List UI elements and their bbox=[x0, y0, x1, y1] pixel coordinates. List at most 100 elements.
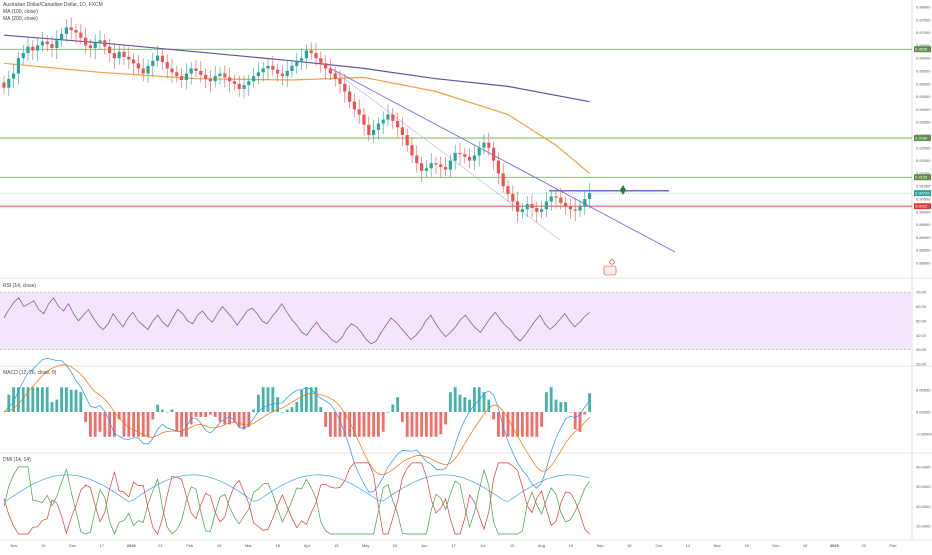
candle-body bbox=[84, 37, 88, 46]
macd-histogram-bar bbox=[396, 397, 399, 412]
ma200-line bbox=[3, 34, 590, 103]
time-tick-label: 2019 bbox=[127, 543, 137, 548]
price-tick-label: 0.88500 bbox=[916, 248, 931, 253]
price-level-tag bbox=[914, 46, 931, 53]
candle-body bbox=[573, 209, 577, 211]
macd-histogram-bar bbox=[127, 412, 131, 437]
candle-body bbox=[280, 73, 284, 77]
candle-body bbox=[328, 68, 332, 74]
time-tick-label: 16 bbox=[627, 543, 632, 548]
time-tick-label: May bbox=[362, 543, 370, 548]
ma100-legend[interactable]: MA (100, close) bbox=[3, 9, 38, 15]
candle-body bbox=[554, 196, 558, 198]
candle-body bbox=[348, 91, 352, 102]
candle-body bbox=[506, 186, 510, 194]
chart-markers[interactable] bbox=[603, 185, 626, 276]
trendlines[interactable] bbox=[329, 67, 676, 253]
rsi-tick-label: 60.00 bbox=[916, 304, 927, 309]
macd-histogram-bar bbox=[108, 412, 111, 437]
macd-histogram-bar bbox=[233, 412, 236, 422]
time-axis: Nov 19 Dec 17 2019 21 Feb 18 Mar 18 Apr 15 May 20 Jun 1… bbox=[10, 543, 897, 548]
macd-tick-label: 0.00500 bbox=[916, 388, 931, 393]
candle-body bbox=[194, 68, 198, 71]
macd-histogram-bar bbox=[165, 412, 169, 413]
macd-histogram-bar bbox=[305, 387, 308, 412]
price-level-label: 0.9022 bbox=[915, 204, 928, 209]
candle-body bbox=[559, 197, 563, 203]
candle-body bbox=[232, 81, 236, 84]
event-flag-icon bbox=[609, 259, 615, 265]
ma200-legend[interactable]: MA (200, close) bbox=[3, 16, 38, 22]
macd-histogram-bar bbox=[31, 387, 35, 412]
candle-body bbox=[333, 73, 337, 79]
candle-body bbox=[511, 193, 515, 202]
candle-body bbox=[40, 41, 44, 46]
price-tick-label: 0.91500 bbox=[916, 171, 931, 176]
macd-pane bbox=[3, 357, 591, 493]
candle-body bbox=[2, 82, 6, 88]
macd-histogram-bar bbox=[535, 412, 539, 437]
macd-histogram-bar bbox=[45, 387, 49, 412]
time-tick-label: 14 bbox=[686, 543, 691, 548]
candle-body bbox=[477, 147, 481, 156]
dmi-tick-label: 40.0000 bbox=[916, 464, 931, 469]
candle-body bbox=[285, 71, 289, 77]
candle-body bbox=[108, 46, 112, 54]
candle-body bbox=[199, 71, 203, 75]
dmi-legend[interactable]: DMI (14, 14) bbox=[3, 457, 31, 463]
candle-body bbox=[338, 78, 342, 84]
candle-body bbox=[448, 160, 452, 170]
macd-histogram-bar bbox=[93, 412, 97, 437]
candle-body bbox=[588, 193, 592, 199]
candle-body bbox=[55, 40, 59, 48]
rsi-legend[interactable]: RSI (14, close) bbox=[3, 283, 37, 289]
candle-body bbox=[204, 74, 208, 79]
candle-body bbox=[189, 68, 193, 74]
candle-body bbox=[184, 73, 188, 80]
dmi-tick-label: 30.0000 bbox=[916, 484, 931, 489]
time-tick-label: 15 bbox=[510, 543, 515, 548]
macd-histogram-bar bbox=[281, 412, 284, 413]
candle-body bbox=[492, 147, 496, 161]
macd-histogram-bar bbox=[300, 389, 303, 412]
candle-body bbox=[300, 58, 304, 61]
macd-histogram-bar bbox=[497, 412, 500, 437]
macd-histogram-bar bbox=[247, 412, 251, 427]
macd-histogram-bar bbox=[554, 399, 558, 412]
macd-histogram-bar bbox=[487, 399, 491, 412]
time-tick-label: 18 bbox=[217, 543, 222, 548]
macd-histogram-bar bbox=[228, 412, 231, 425]
macd-histogram-bar bbox=[319, 407, 323, 412]
macd-histogram-bar bbox=[521, 412, 524, 437]
candle-body bbox=[7, 78, 11, 88]
macd-histogram-bar bbox=[295, 402, 299, 412]
adx-line bbox=[3, 474, 590, 503]
candle-body bbox=[309, 50, 313, 54]
symbol-title[interactable]: Australian Dollar/Canadian Dollar, 1D, F… bbox=[3, 2, 103, 8]
candle-body bbox=[132, 59, 136, 64]
macd-histogram-bar bbox=[146, 412, 150, 437]
macd-tick-label: 0.00000 bbox=[916, 410, 931, 415]
macd-histogram-bar bbox=[401, 412, 404, 422]
rsi-tick-label: 50.00 bbox=[916, 318, 927, 323]
candle-body bbox=[376, 123, 380, 130]
candle-body bbox=[271, 65, 275, 70]
macd-histogram-bar bbox=[156, 404, 159, 412]
price-tick-label: 0.94000 bbox=[916, 107, 931, 112]
macd-histogram-bar bbox=[511, 412, 515, 437]
price-tick-label: 0.95000 bbox=[916, 81, 931, 86]
candle-body bbox=[410, 145, 414, 156]
candle-body bbox=[117, 51, 121, 59]
macd-histogram-bar bbox=[60, 387, 63, 412]
ma100-line bbox=[3, 62, 590, 174]
candle-body bbox=[568, 206, 572, 210]
candle-body bbox=[525, 204, 529, 210]
horizontal-levels[interactable] bbox=[0, 48, 912, 207]
macd-histogram-bar bbox=[501, 412, 505, 437]
candle-body bbox=[540, 209, 544, 212]
dmi-tick-label: 20.0000 bbox=[916, 504, 931, 509]
macd-legend[interactable]: MACD (12, 26, close, 9) bbox=[3, 370, 57, 376]
macd-histogram-bar bbox=[180, 412, 183, 437]
time-tick-label: Jun bbox=[421, 543, 427, 548]
